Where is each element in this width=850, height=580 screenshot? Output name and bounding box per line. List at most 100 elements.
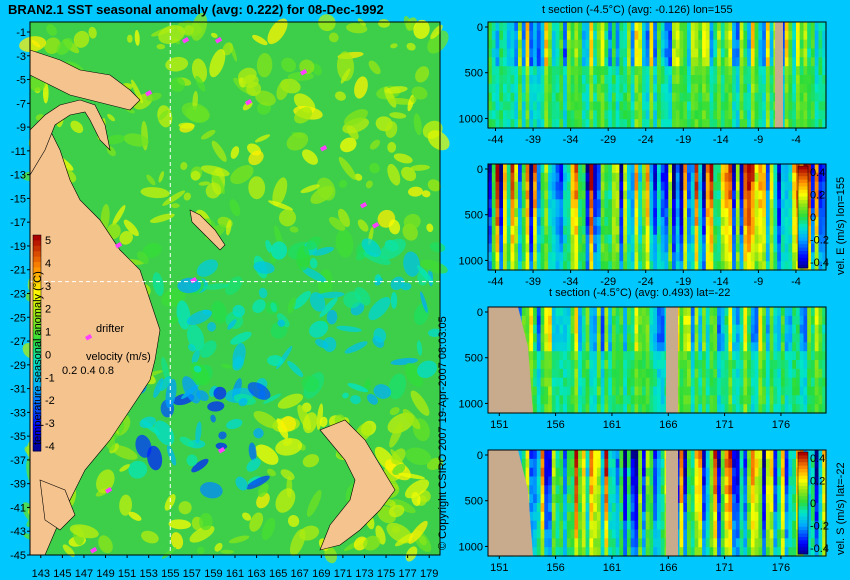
section-cell <box>807 199 812 209</box>
section-cell <box>660 538 666 548</box>
section-cell <box>566 547 572 557</box>
section-cell <box>653 467 658 478</box>
section-cell <box>615 485 621 495</box>
section-cell <box>690 386 696 396</box>
section-cell <box>548 377 553 388</box>
anomaly-blob <box>19 36 47 53</box>
section-cell <box>604 511 609 522</box>
section-cell <box>536 190 542 200</box>
section-cell <box>600 181 606 192</box>
section-cell <box>698 225 703 236</box>
section-cell <box>604 494 609 504</box>
section-cell <box>743 39 748 50</box>
section-cell <box>551 485 557 495</box>
section-cell <box>529 494 534 504</box>
section-cell <box>563 208 568 218</box>
section-cell <box>788 110 793 120</box>
section-cell <box>709 458 714 469</box>
anomaly-blob <box>374 274 381 283</box>
section-cell <box>608 234 613 245</box>
section-cell <box>687 172 692 183</box>
section-cell <box>792 252 797 262</box>
section-cell <box>619 30 624 41</box>
section-cell <box>540 217 545 227</box>
section-cell <box>762 225 767 236</box>
section-cell <box>724 252 729 262</box>
section-cell <box>548 520 553 531</box>
section-cell <box>585 333 590 343</box>
section-cell <box>664 261 669 271</box>
section-cell <box>638 75 643 85</box>
section-cell <box>814 190 820 200</box>
section-colorbar-segment <box>798 254 808 259</box>
section-cell <box>668 83 673 94</box>
section-cell <box>529 190 534 200</box>
section-cell <box>551 386 557 396</box>
section-cell <box>578 92 583 103</box>
section-cell <box>780 48 786 58</box>
section-cell <box>600 368 606 379</box>
section-cell <box>563 485 568 495</box>
section-cell <box>720 164 726 174</box>
section-cell <box>765 190 771 200</box>
section-cell <box>638 101 643 111</box>
section-cell <box>720 351 726 361</box>
drifter-marker <box>245 99 253 106</box>
section-cell <box>773 476 778 486</box>
section-cell <box>623 315 628 326</box>
section-cell <box>649 199 654 209</box>
section-cell <box>623 324 628 335</box>
anomaly-blob <box>277 313 290 328</box>
section-cell <box>540 261 545 271</box>
section-cell <box>724 395 729 405</box>
section-cell <box>811 225 816 236</box>
section-cell <box>536 395 542 405</box>
section-cell <box>709 450 714 460</box>
section-cell <box>634 75 639 85</box>
section-cell <box>593 467 598 478</box>
section-cell <box>619 377 624 388</box>
section-cell <box>792 315 797 326</box>
section-cell <box>675 234 681 245</box>
anomaly-blob <box>418 535 427 546</box>
section-cell <box>623 66 628 76</box>
section-cell <box>675 164 681 174</box>
section-cell <box>690 368 696 379</box>
section-cell <box>611 217 617 227</box>
section-cell <box>585 324 590 335</box>
section-cell <box>630 538 636 548</box>
section-cell <box>544 57 549 67</box>
map-y-tick-label: -45 <box>10 550 26 562</box>
section-cell <box>792 83 797 94</box>
section-cell <box>728 476 733 486</box>
section-cell <box>533 261 538 271</box>
section-cell <box>660 92 666 103</box>
anomaly-blob <box>196 546 205 555</box>
section-cell <box>593 92 598 103</box>
section-cell <box>773 377 778 388</box>
anomaly-blob <box>322 337 337 352</box>
anomaly-blob <box>165 56 189 72</box>
section-cell <box>630 360 636 370</box>
section-cell <box>563 22 568 32</box>
section-cell <box>762 351 767 361</box>
section-cell <box>645 307 651 317</box>
section-cell <box>788 261 793 271</box>
section-cell <box>510 30 515 41</box>
section-cell <box>551 110 557 120</box>
section-cell <box>589 467 594 478</box>
section-cell <box>536 83 542 94</box>
section-cell <box>619 368 624 379</box>
section-cell <box>600 217 606 227</box>
section-cell <box>822 342 827 352</box>
section-cell <box>668 92 673 103</box>
section-cell <box>619 110 624 120</box>
section-cell <box>732 529 737 539</box>
section-cell <box>566 30 572 41</box>
map-y-tick-label: -39 <box>10 479 26 491</box>
section-cell <box>687 261 692 271</box>
section-cell <box>694 395 699 405</box>
section-cell <box>679 458 684 469</box>
section-cell <box>822 119 827 129</box>
section-cell <box>664 75 669 85</box>
